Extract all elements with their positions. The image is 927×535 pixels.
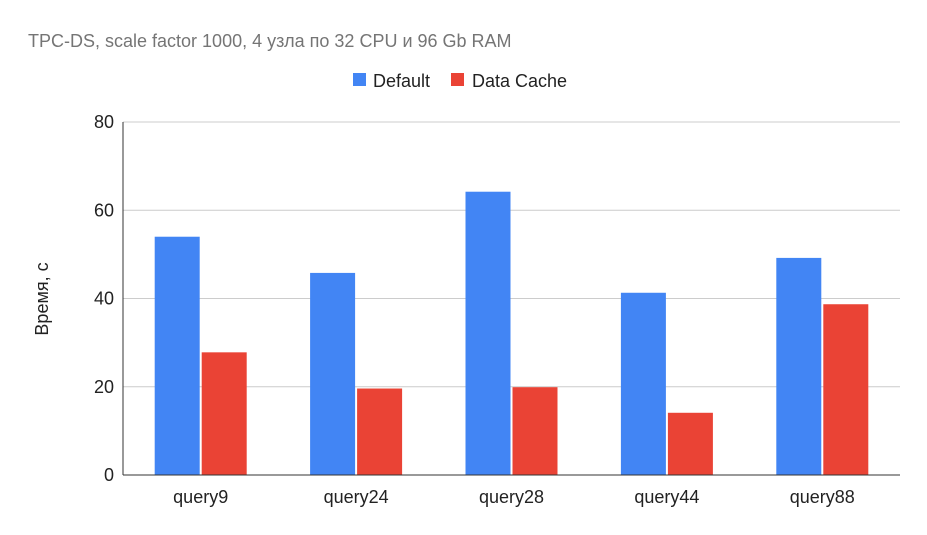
x-tick-label: query24 [324, 487, 389, 507]
bar-data-cache-query44 [667, 412, 713, 475]
legend-swatch-default [353, 73, 366, 86]
y-tick-label: 0 [104, 465, 114, 485]
bar-data-cache-query24 [357, 388, 403, 475]
legend: Default Data Cache [353, 71, 567, 91]
y-axis-title: Время, с [32, 262, 52, 335]
bars [154, 191, 869, 475]
bar-default-query28 [465, 191, 511, 475]
bar-default-query44 [620, 292, 666, 475]
x-tick-label: query9 [173, 487, 228, 507]
y-tick-label: 40 [94, 289, 114, 309]
y-tick-label: 80 [94, 112, 114, 132]
x-tick-label: query88 [790, 487, 855, 507]
bar-data-cache-query9 [201, 352, 247, 475]
x-tick-label: query44 [634, 487, 699, 507]
gridlines [123, 121, 900, 388]
legend-label-data-cache: Data Cache [472, 71, 567, 91]
bar-default-query24 [310, 272, 356, 475]
x-tick-label: query28 [479, 487, 544, 507]
legend-swatch-data-cache [451, 73, 464, 86]
bar-data-cache-query28 [512, 387, 558, 475]
chart-title: TPC-DS, scale factor 1000, 4 узла по 32 … [28, 31, 512, 51]
y-tick-label: 60 [94, 200, 114, 220]
y-tick-label: 20 [94, 377, 114, 397]
x-axis-ticks: query9 query24 query28 query44 query88 [173, 487, 855, 507]
bar-data-cache-query88 [823, 304, 869, 475]
bar-default-query88 [776, 257, 822, 475]
legend-label-default: Default [373, 71, 430, 91]
bar-default-query9 [154, 236, 200, 475]
y-axis-ticks: 0 20 40 60 80 [94, 112, 114, 485]
